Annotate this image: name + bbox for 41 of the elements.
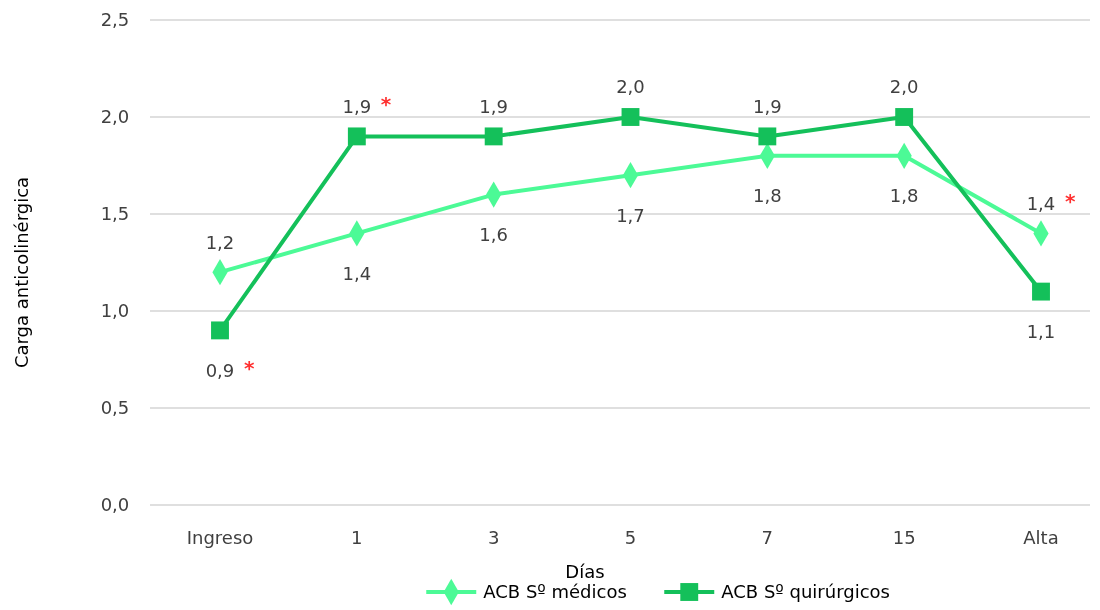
data-label: 1,8 [889,185,919,207]
x-tick-label: Alta [1023,527,1059,549]
data-label: 1,9 [753,95,782,117]
point [758,127,777,146]
legend-label: ACB Sº médicos [483,581,627,603]
x-tick-label: 3 [487,527,500,549]
x-axis-title: Días [565,561,605,583]
y-tick-label: 1,5 [100,203,130,225]
data-label: 2,0 [616,76,645,98]
point [1032,282,1050,301]
x-tick-label: 7 [761,527,774,549]
point [895,108,914,126]
data-label: 1,9 [479,95,508,117]
y-tick-label: 2,5 [100,9,130,31]
data-label: 1,8 [753,185,782,207]
point [211,321,229,340]
y-tick-label: 0,0 [100,494,130,516]
y-tick-label: 2,0 [100,106,130,128]
point [621,108,640,126]
y-tick-label: 0,5 [100,397,130,419]
data-label: 1,7 [616,204,645,226]
y-axis-title: Carga anticolinérgica [11,176,33,369]
x-tick-label: 1 [351,527,363,549]
data-label: 2,0 [889,76,919,98]
data-label: 1,4 [1026,192,1056,214]
data-label: 0,9 [205,359,235,381]
y-tick-label: 1,0 [100,300,130,322]
data-label: 1,1 [1026,320,1056,342]
point [347,127,366,146]
x-tick-label: Ingreso [186,527,254,549]
legend-label: ACB Sº quirúrgicos [721,581,890,603]
point [484,127,503,146]
annotation: * [380,92,392,117]
data-label: 1,9 [342,95,372,117]
x-tick-label: 15 [892,527,916,549]
x-tick-label: 5 [624,527,637,549]
annotation: * [244,356,255,381]
data-label: 1,2 [205,231,235,253]
data-label: 1,6 [479,223,508,245]
data-label: 1,4 [342,262,372,284]
annotation: * [1065,189,1076,214]
